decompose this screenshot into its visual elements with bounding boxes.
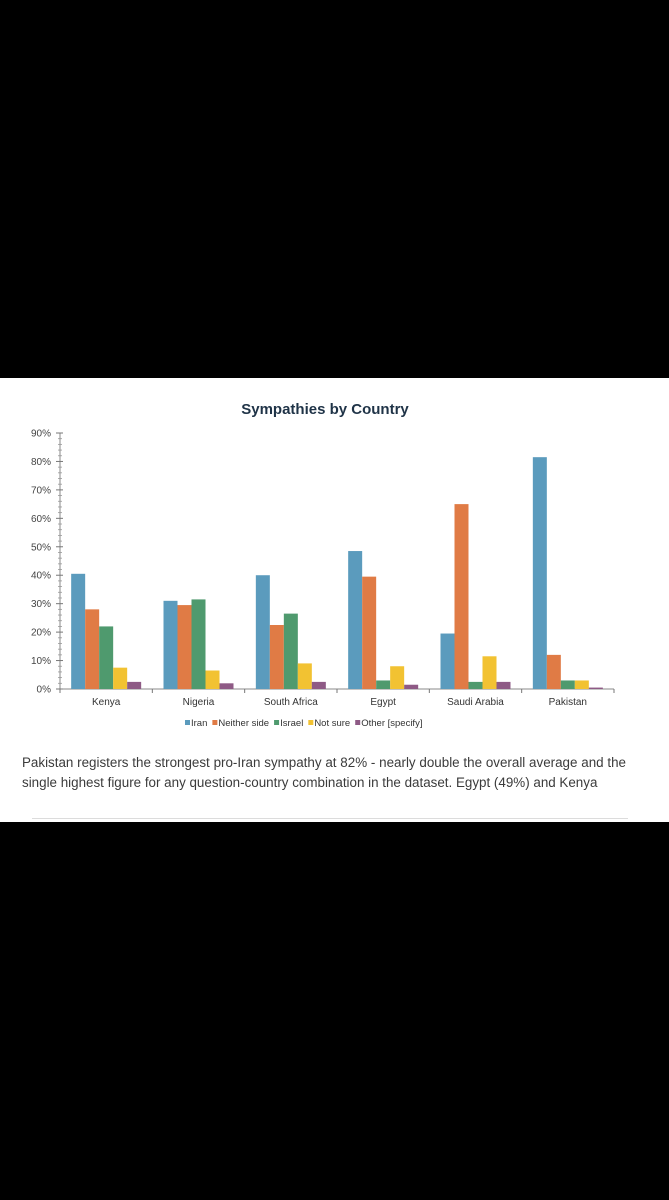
bar-other-specify-south-africa: [311, 681, 326, 689]
bar-other-specify-kenya: [127, 681, 142, 689]
legend-label: Iran: [191, 718, 207, 729]
bar-iran-kenya: [71, 573, 86, 689]
legend-swatch: [308, 720, 314, 725]
bar-iran-egypt: [348, 551, 363, 689]
bar-israel-kenya: [99, 626, 114, 689]
chart: Sympathies by Country 0% 10% 20% 30% 40% 50% 6…: [31, 401, 615, 729]
bar-israel-egypt: [376, 680, 391, 689]
legend-label: Israel: [280, 718, 303, 729]
bar-neither-side-saudi-arabia: [454, 504, 469, 689]
bar-israel-south-africa: [283, 613, 298, 689]
bar-other-specify-egypt: [404, 684, 419, 689]
bar-neither-side-pakistan: [546, 654, 561, 689]
chart-axes: 0% 10% 20% 30% 40% 50% 60% 70% 80% 90% Kenya Nigeri…: [31, 429, 615, 708]
legend-swatch: [212, 720, 218, 725]
legend-swatch: [185, 720, 190, 725]
chart-legend: Iran Neither side Israel Not sure Other [spe…: [185, 718, 422, 729]
legend-swatch: [274, 720, 280, 725]
x-category-label: Saudi Arabia: [447, 697, 504, 708]
caption-paragraph: Pakistan registers the strongest pro-Ira…: [22, 755, 626, 790]
divider: [32, 818, 628, 819]
y-tick-label: 40%: [31, 571, 51, 582]
legend-label: Not sure: [314, 718, 350, 729]
x-category-label: South Africa: [264, 697, 318, 708]
y-tick-label: 60%: [31, 514, 51, 525]
bar-iran-south-africa: [255, 575, 270, 689]
bar-other-specify-saudi-arabia: [496, 681, 511, 689]
y-tick-label: 10%: [31, 656, 51, 667]
bar-iran-pakistan: [532, 457, 547, 689]
document-page: Sympathies by Country 0% 10% 20% 30% 40% 50% 6…: [0, 378, 669, 822]
bar-not-sure-nigeria: [205, 670, 220, 689]
x-category-label: Egypt: [370, 697, 396, 708]
legend-label: Other [specify]: [361, 718, 422, 729]
bar-group: [71, 457, 603, 689]
bar-iran-saudi-arabia: [440, 633, 455, 689]
x-category-label: Kenya: [92, 697, 121, 708]
bar-not-sure-saudi-arabia: [482, 656, 497, 689]
y-tick-label: 80%: [31, 457, 51, 468]
x-category-label: Nigeria: [183, 697, 215, 708]
y-tick-label: 90%: [31, 429, 51, 440]
y-tick-label: 0%: [37, 685, 52, 696]
bar-israel-saudi-arabia: [468, 681, 483, 689]
y-tick-label: 30%: [31, 599, 51, 610]
bar-not-sure-kenya: [113, 667, 128, 689]
bar-neither-side-kenya: [85, 609, 100, 689]
y-tick-label: 20%: [31, 628, 51, 639]
chart-title: Sympathies by Country: [241, 401, 409, 418]
x-category-label: Pakistan: [549, 697, 587, 708]
bar-other-specify-nigeria: [219, 683, 234, 689]
bar-iran-nigeria: [163, 600, 178, 689]
legend-label: Neither side: [218, 718, 269, 729]
y-tick-label: 50%: [31, 542, 51, 553]
bar-other-specify-pakistan: [588, 687, 603, 689]
bar-neither-side-nigeria: [177, 605, 192, 689]
bar-not-sure-south-africa: [297, 663, 312, 689]
bar-neither-side-egypt: [362, 576, 377, 689]
bar-israel-nigeria: [191, 599, 206, 689]
bar-not-sure-egypt: [390, 666, 405, 689]
bar-not-sure-pakistan: [574, 680, 589, 689]
y-tick-label: 70%: [31, 485, 51, 496]
bar-israel-pakistan: [560, 680, 575, 689]
legend-swatch: [355, 720, 361, 725]
bar-neither-side-south-africa: [269, 625, 284, 689]
